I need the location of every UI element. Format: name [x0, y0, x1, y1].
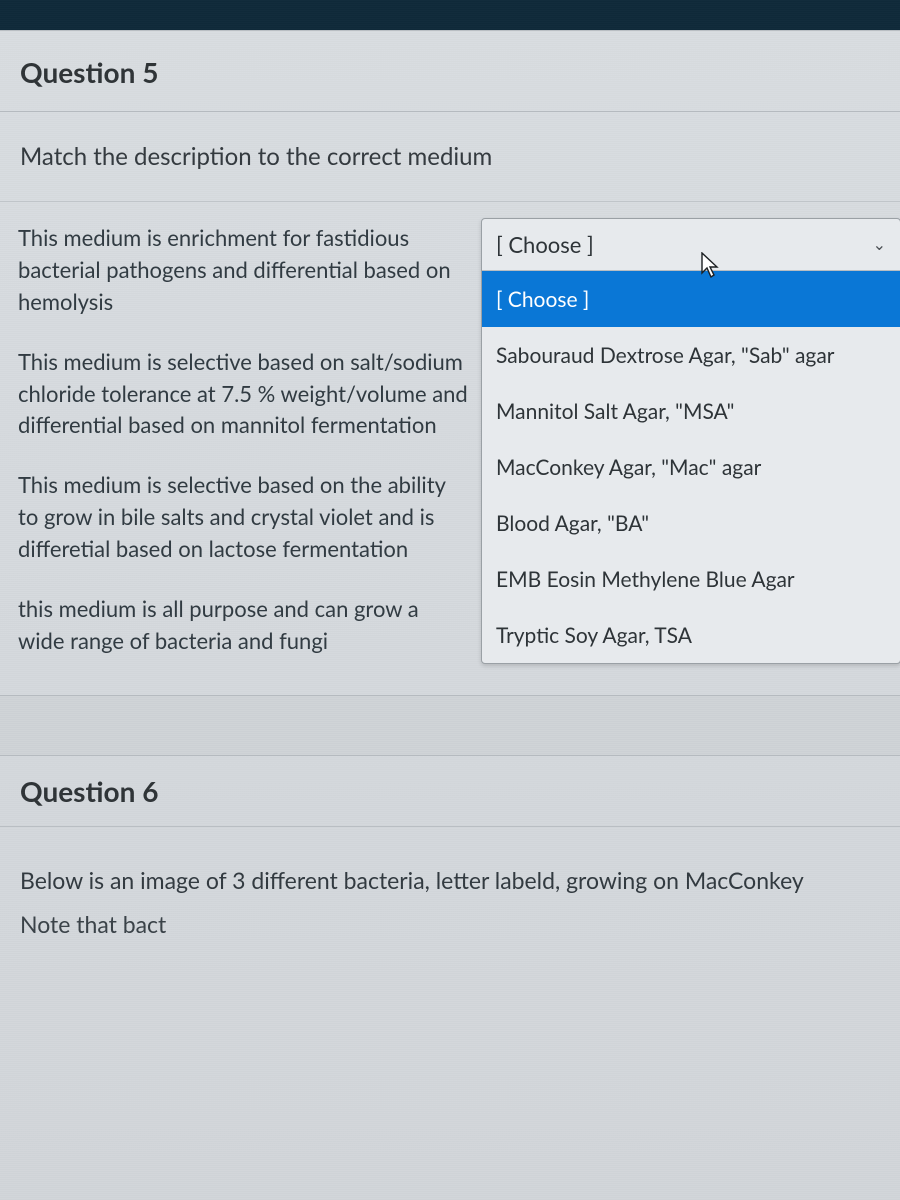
question-6-line-1: Below is an image of 3 different bacteri… [20, 863, 880, 898]
match-prompt-4: this medium is all purpose and can grow … [18, 593, 473, 657]
question-5-match-body: This medium is enrichment for fastidious… [0, 202, 900, 695]
dropdown-selected-text: [ Choose ] [496, 231, 594, 258]
dropdown-option-list: [ Choose ] Sabouraud Dextrose Agar, "Sab… [482, 271, 900, 663]
chevron-down-icon: ⌄ [873, 235, 886, 254]
browser-top-strip [0, 0, 900, 30]
dropdown-option-3[interactable]: MacConkey Agar, "Mac" agar [482, 439, 900, 495]
match-select-1-dropdown[interactable]: [ Choose ] ⌄ [ Choose ] Sabouraud Dextro… [481, 218, 900, 664]
question-5-header: Question 5 [0, 31, 900, 112]
question-6-header: Question 6 [0, 756, 900, 827]
question-6-block: Question 6 Below is an image of 3 differ… [0, 756, 900, 950]
dropdown-option-5[interactable]: EMB Eosin Methylene Blue Agar [482, 551, 900, 607]
match-prompt-2: This medium is selective based on salt/s… [18, 346, 473, 442]
dropdown-option-1[interactable]: Sabouraud Dextrose Agar, "Sab" agar [482, 327, 900, 383]
question-6-body: Below is an image of 3 different bacteri… [0, 827, 900, 950]
question-5-title: Question 5 [20, 55, 880, 89]
dropdown-option-0[interactable]: [ Choose ] [482, 271, 900, 327]
quiz-screen: Question 5 Match the description to the … [0, 0, 900, 1200]
match-prompt-3: This medium is selective based on the ab… [18, 469, 473, 565]
question-6-title: Question 6 [20, 774, 880, 808]
dropdown-option-6[interactable]: Tryptic Soy Agar, TSA [482, 607, 900, 663]
match-prompt-1: This medium is enrichment for fastidious… [18, 222, 473, 318]
question-6-line-2: Note that bact [20, 907, 880, 942]
question-gap [0, 696, 900, 756]
question-5-block: Question 5 Match the description to the … [0, 30, 900, 696]
question-5-instruction: Match the description to the correct med… [0, 112, 900, 202]
dropdown-selected-display[interactable]: [ Choose ] ⌄ [482, 219, 900, 271]
dropdown-option-4[interactable]: Blood Agar, "BA" [482, 495, 900, 551]
dropdown-option-2[interactable]: Mannitol Salt Agar, "MSA" [482, 383, 900, 439]
